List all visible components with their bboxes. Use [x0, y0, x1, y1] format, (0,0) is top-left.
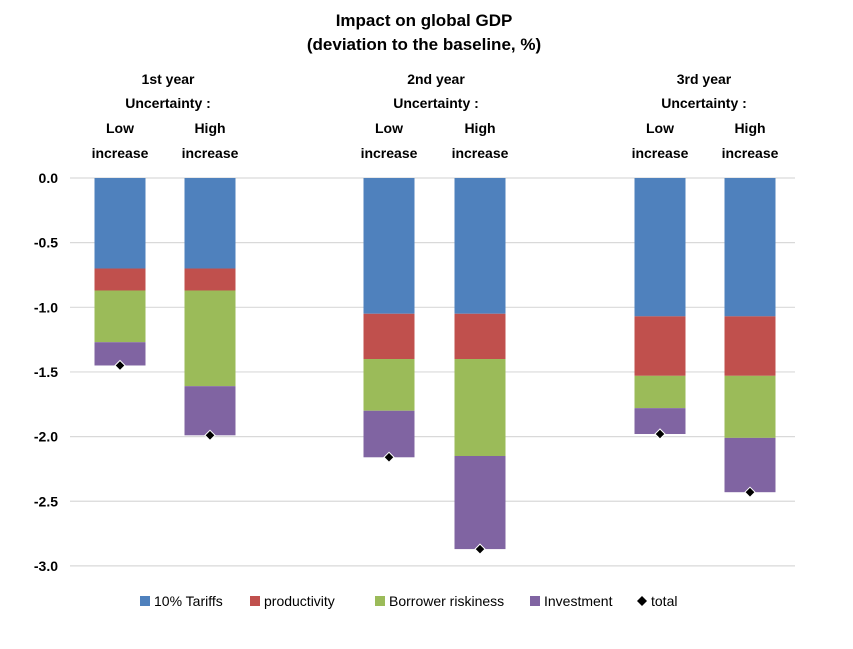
- bar-segment: [454, 455, 506, 550]
- bar-segment: [634, 178, 686, 317]
- category-label: increase: [632, 145, 689, 161]
- bars: [94, 178, 776, 550]
- bar-segment: [184, 290, 236, 387]
- group-year-label: 1st year: [142, 71, 195, 87]
- total-marker: [204, 429, 216, 442]
- group-year-label: 2nd year: [407, 71, 465, 87]
- legend-marker: [637, 596, 647, 606]
- group-uncertainty-label: Uncertainty :: [661, 95, 747, 111]
- bar-segment: [363, 359, 415, 411]
- bar-segment: [363, 410, 415, 458]
- legend-label: total: [651, 593, 677, 609]
- legend-swatch: [375, 596, 385, 606]
- y-tick-label: -0.5: [34, 235, 58, 251]
- bar-segment: [363, 178, 415, 314]
- bar-segment: [634, 316, 686, 376]
- gridlines: [70, 177, 795, 567]
- bar-segment: [94, 342, 146, 366]
- bar-segment: [724, 375, 776, 438]
- bar-segment: [94, 178, 146, 269]
- legend-swatch: [250, 596, 260, 606]
- category-label: increase: [92, 145, 149, 161]
- bar-segment: [724, 316, 776, 376]
- group-uncertainty-label: Uncertainty :: [393, 95, 479, 111]
- total-marker: [383, 451, 395, 463]
- bar-segment: [454, 359, 506, 456]
- y-tick-label: -3.0: [34, 558, 58, 574]
- y-tick-label: -1.0: [34, 299, 58, 315]
- category-label: increase: [361, 145, 418, 161]
- total-markers: [114, 359, 756, 555]
- category-label: increase: [722, 145, 779, 161]
- category-label: increase: [182, 145, 239, 161]
- y-tick-label: -2.0: [34, 429, 58, 445]
- bar-segment: [724, 178, 776, 317]
- bar-segment: [454, 313, 506, 360]
- legend-swatch: [140, 596, 150, 606]
- bar-segment: [94, 290, 146, 343]
- y-axis: 0.0 -0.5 -1.0 -1.5 -2.0 -2.5 -3.0: [34, 170, 58, 574]
- group-year-label: 3rd year: [677, 71, 732, 87]
- chart-title: Impact on global GDP: [336, 11, 513, 30]
- bar-segment: [184, 178, 236, 269]
- y-tick-label: 0.0: [39, 170, 59, 186]
- bar-segment: [634, 375, 686, 409]
- legend-label: Investment: [544, 593, 613, 609]
- bar-segment: [363, 313, 415, 360]
- y-tick-label: -2.5: [34, 493, 58, 509]
- bar-segment: [454, 178, 506, 314]
- bar-segment: [184, 386, 236, 436]
- legend-label: 10% Tariffs: [154, 593, 223, 609]
- legend-label: productivity: [264, 593, 335, 609]
- category-label: Low: [375, 120, 403, 136]
- category-label: Low: [646, 120, 674, 136]
- legend-label: Borrower riskiness: [389, 593, 504, 609]
- bar-segment: [724, 437, 776, 493]
- legend: 10% Tariffs productivity Borrower riskines…: [140, 593, 677, 609]
- category-label: High: [464, 120, 495, 136]
- total-marker: [744, 486, 756, 498]
- category-label: Low: [106, 120, 134, 136]
- y-tick-label: -1.5: [34, 364, 58, 380]
- total-marker: [114, 359, 126, 372]
- bar-segment: [184, 268, 236, 291]
- bar-segment: [94, 268, 146, 291]
- group-headers: 1st year Uncertainty : Low increase High incr…: [92, 71, 779, 161]
- total-marker: [654, 428, 666, 440]
- total-marker: [474, 543, 486, 555]
- group-uncertainty-label: Uncertainty :: [125, 95, 211, 111]
- chart-subtitle: (deviation to the baseline, %): [307, 35, 541, 54]
- category-label: High: [734, 120, 765, 136]
- legend-swatch: [530, 596, 540, 606]
- category-label: increase: [452, 145, 509, 161]
- category-label: High: [194, 120, 225, 136]
